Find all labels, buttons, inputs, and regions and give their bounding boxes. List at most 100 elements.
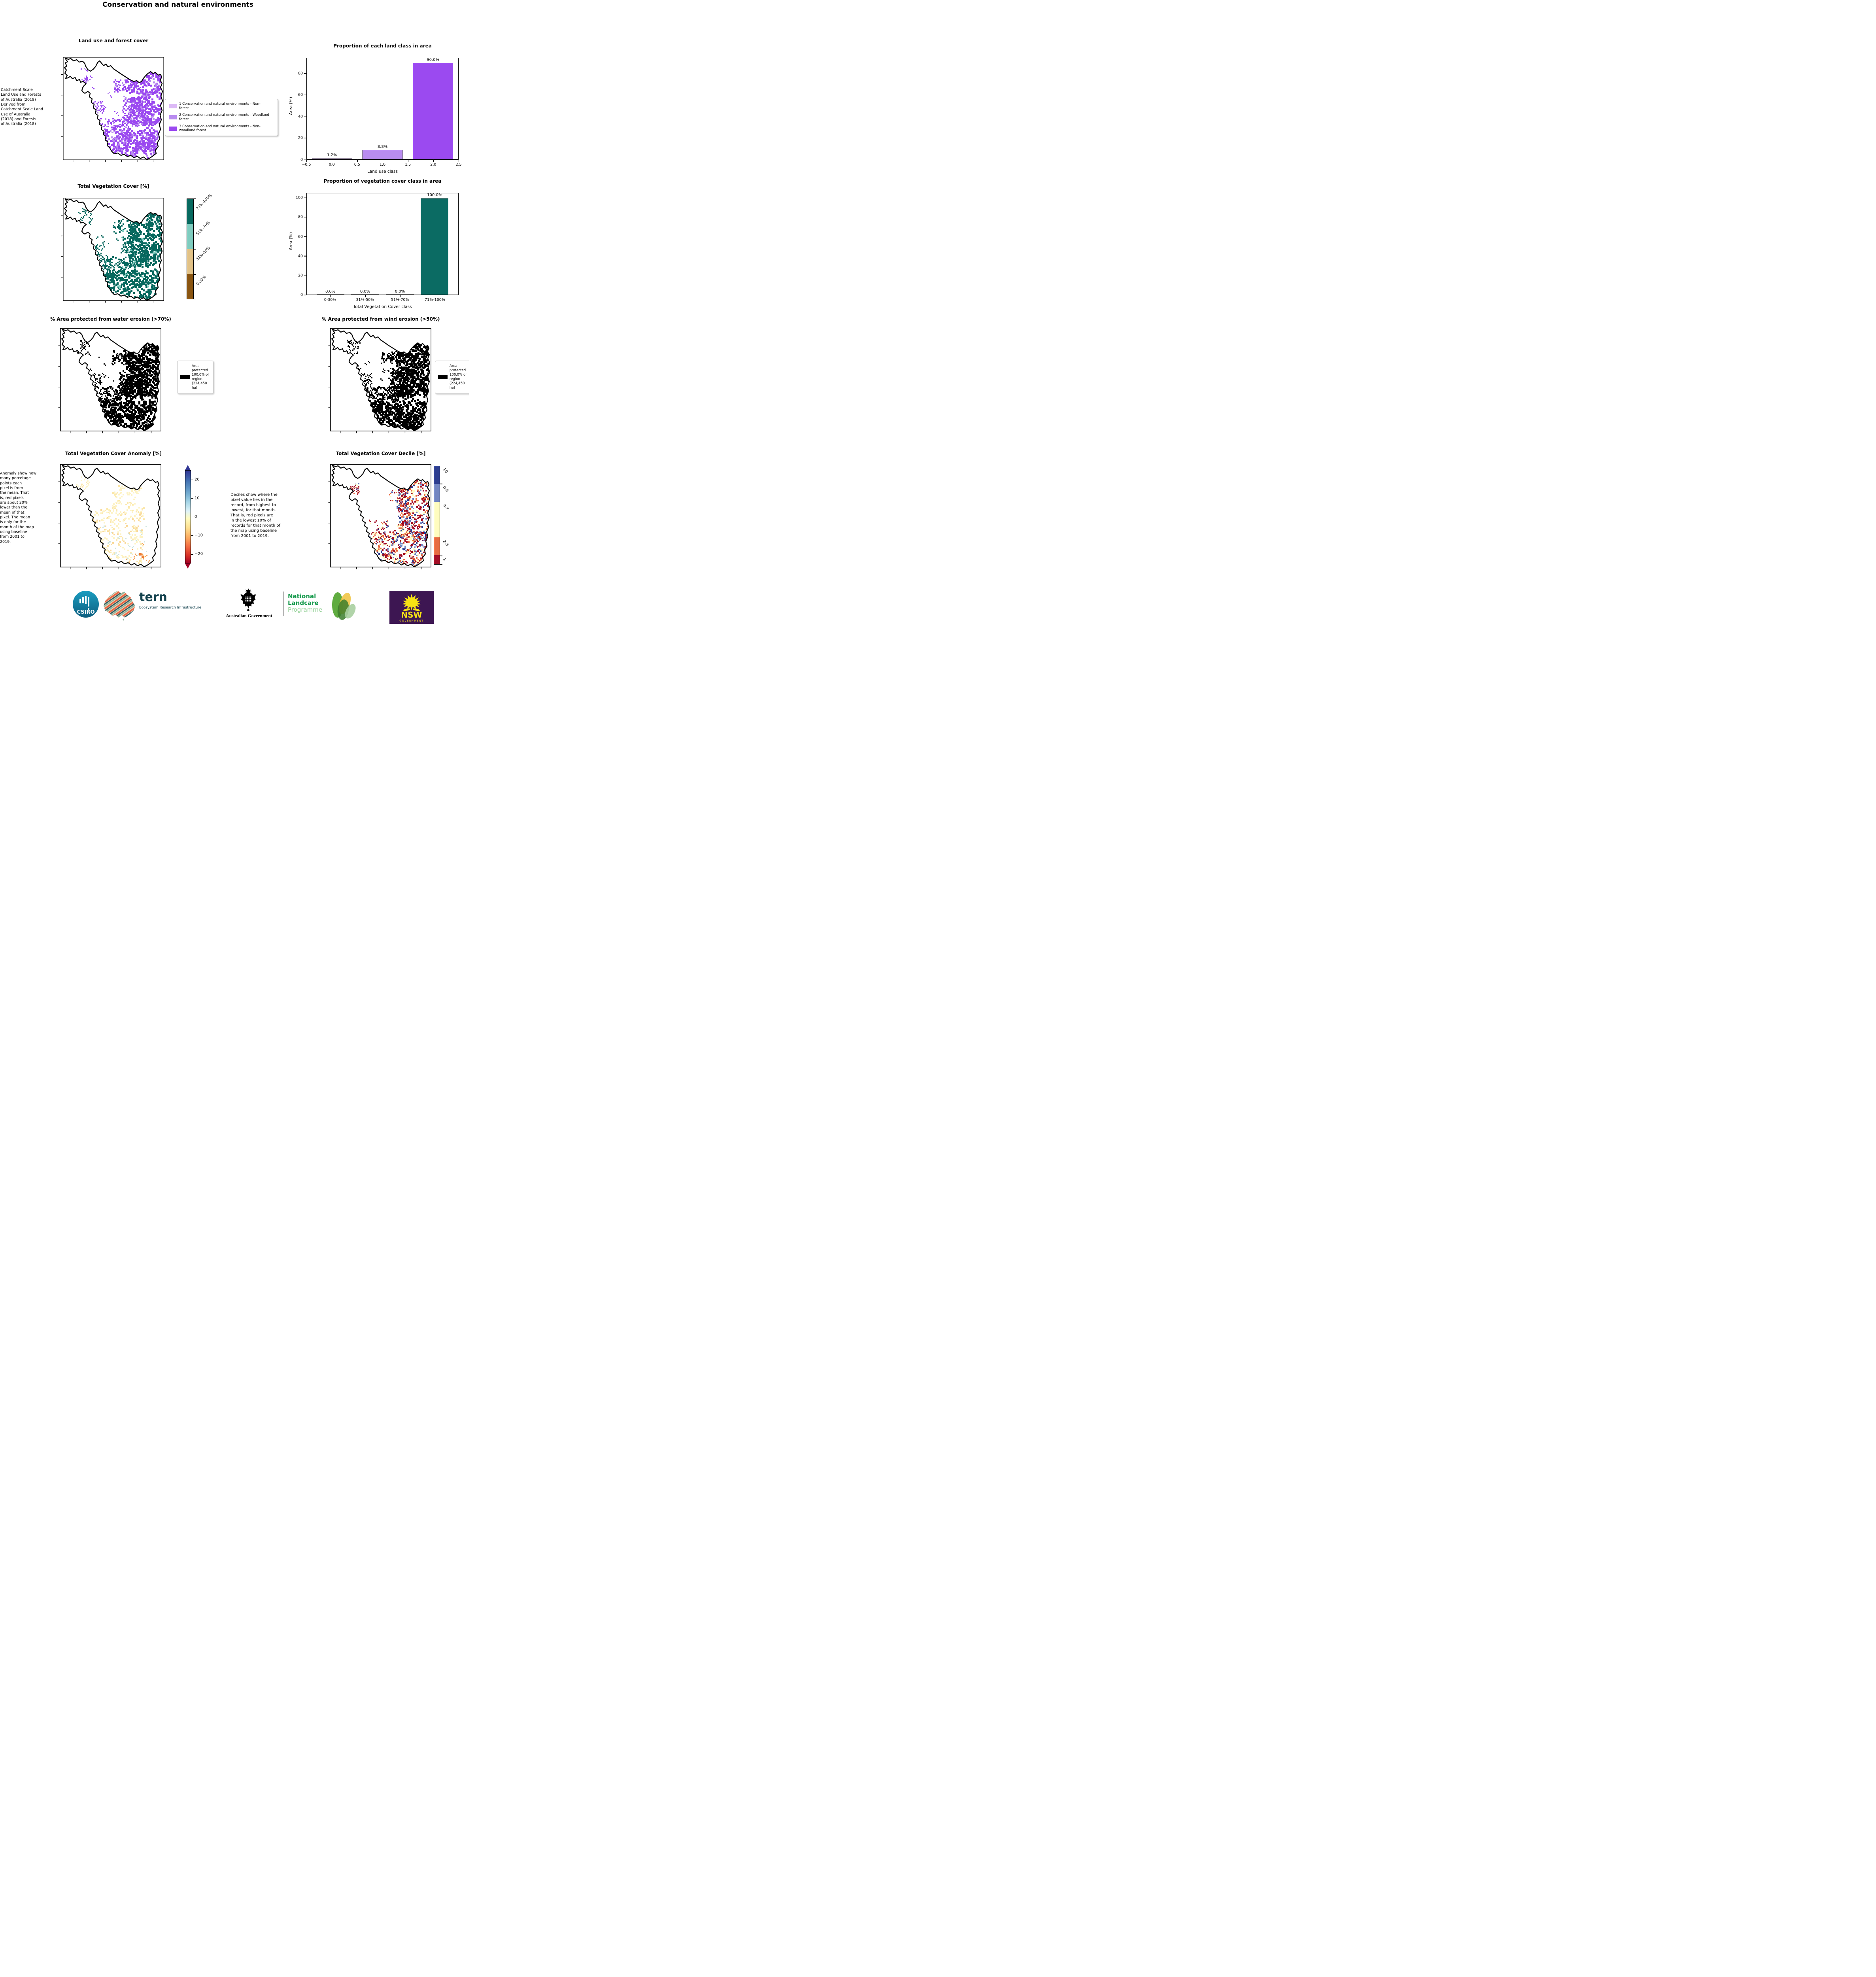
legend-item-label: 1 Conservation and natural environments … [179,102,261,110]
landcare-line1: National [288,593,316,600]
x-tick-label: −0.5 [302,163,311,167]
y-tick-label: 40 [298,114,303,119]
legend-swatch [169,104,177,109]
bar-value-label: 8.8% [377,145,388,149]
map-canvas [328,464,431,569]
bar-value-label: 0.0% [325,289,336,294]
bar [386,294,414,295]
map-raster-patches [78,208,162,300]
colorbar-segment [187,199,193,224]
nsw-sub-text: GOVERNMENT [399,619,424,622]
area-protected-label: Area protected 100.0% of region (224,450… [450,364,467,390]
anomaly-title: Total Vegetation Cover Anomaly [%] [65,451,162,456]
veg-class-chart-title: Proportion of vegetation cover class in … [323,178,442,184]
colorbar-tick-label: 8-9 [442,485,450,493]
legend-swatch [169,126,177,131]
colorbar-segment [187,249,193,274]
decile-title: Total Vegetation Cover Decile [%] [336,451,426,456]
bar [413,63,453,159]
map-canvas [61,57,164,162]
x-tick-mark [306,160,307,162]
colorbar-tick [191,535,193,536]
y-tick-label: 40 [298,254,303,259]
bar [362,150,403,159]
land-class-ylabel: Area (%) [289,97,293,115]
area-protected-swatch [180,375,190,380]
colorbar-tick-label: −20 [195,552,203,556]
x-tick-label: 0.0 [329,163,335,167]
bar-value-label: 0.0% [395,289,405,294]
colorbar-bar [434,466,440,565]
catchment-outline [331,329,431,431]
x-tick-label: 1.5 [405,163,411,167]
colorbar-tick-label: 10 [195,496,200,501]
landcare-wordmark: National Landcare Programme [288,593,322,613]
x-tick-label: 0-30% [324,298,336,302]
page-title: Conservation and natural environments [102,1,253,9]
land-class-chart: 1.2% 8.8% 90.0% 0 20 40 60 80 −0.5 0.0 0.5 1.0 1.5 2.… [298,58,462,167]
map-canvas [58,328,161,433]
water-erosion-map [58,328,161,433]
catchment-outline [64,57,163,160]
catchment-outline [61,329,161,431]
colorbar-tick-label: 4-7 [442,503,450,511]
colorbar-segment [187,224,193,249]
legend-item: 1 Conservation and natural environments … [169,102,274,110]
bar-value-label: 0.0% [360,289,370,294]
legend-swatch [169,115,177,120]
colorbar-tick-label: 10 [442,467,449,474]
water-erosion-title: % Area protected from water erosion (>70… [50,316,171,322]
csiro-logo: CSIRO [72,591,99,618]
catchment-outline [331,465,431,567]
colorbar-tick-label: 0-30% [195,275,207,287]
land-use-map-title: Land use and forest cover [78,38,149,43]
land-class-xlabel: Land use class [367,169,398,174]
bar-value-label: 1.2% [327,153,337,157]
nsw-government-logo: NSW GOVERNMENT [389,591,434,624]
y-tick-mark [304,73,306,74]
colorbar-segment [434,484,440,502]
tern-wordmark: tern Ecosystem Research Infrastructure [139,592,201,610]
land-use-map [61,57,164,162]
x-tick-label: 2.5 [455,163,462,167]
anomaly-note: Anomaly show how many percetage points e… [0,471,36,544]
wind-erosion-legend: Area protected 100.0% of region (224,450… [435,361,469,394]
land-class-chart-title: Proportion of each land class in area [333,43,432,49]
colorbar-tick-label: 71%-100% [195,193,213,211]
veg-class-xlabel: Total Vegetation Cover class [353,304,412,309]
colorbar-arrow-down [185,563,191,569]
australian-coat-of-arms-icon [237,588,259,613]
x-tick-label: 71%-100% [425,298,445,302]
catchment-outline [61,465,161,567]
y-tick-mark [304,159,306,160]
y-tick-label: 0 [300,293,303,297]
x-tick-label: 51%-70% [391,298,409,302]
veg-cover-map-title: Total Vegetation Cover [%] [77,183,149,189]
tern-australia-icon [101,590,138,622]
y-tick-mark [304,236,306,237]
land-use-legend: 1 Conservation and natural environments … [165,99,278,136]
colorbar-tick-label: −10 [195,533,203,538]
colorbar-tick-label: 1 [442,557,447,562]
bar-value-label: 100.0% [427,193,442,198]
decile-colorbar: 10 8-9 4-7 2-3 1 [434,466,449,565]
y-tick-mark [304,116,306,117]
aus-gov-label: Australian Government [226,614,272,618]
bar [316,294,344,295]
veg-class-chart: 0.0% 0.0% 0.0% 100.0% 0 20 40 60 80 100 0-30% 31%-5… [296,193,459,302]
legend-item-label: 3 Conservation and natural environments … [179,124,261,133]
colorbar-segment [434,466,440,484]
colorbar-segment [434,537,440,556]
x-tick-label: 1.0 [379,163,386,167]
map-canvas [328,328,431,433]
legend-item-label: 2 Conservation and natural environments … [179,113,269,121]
land-use-note: Catchment Scale Land Use and Forests of … [1,88,43,127]
bar [421,198,449,295]
bar [312,158,352,159]
area-protected-label: Area protected 100.0% of region (224,450… [192,364,209,390]
colorbar-bar [187,198,194,299]
anomaly-map [58,464,161,569]
x-tick-label: 2.0 [430,163,436,167]
tern-label: tern [139,590,167,604]
colorbar-tick-label: 31%-50% [195,245,212,261]
